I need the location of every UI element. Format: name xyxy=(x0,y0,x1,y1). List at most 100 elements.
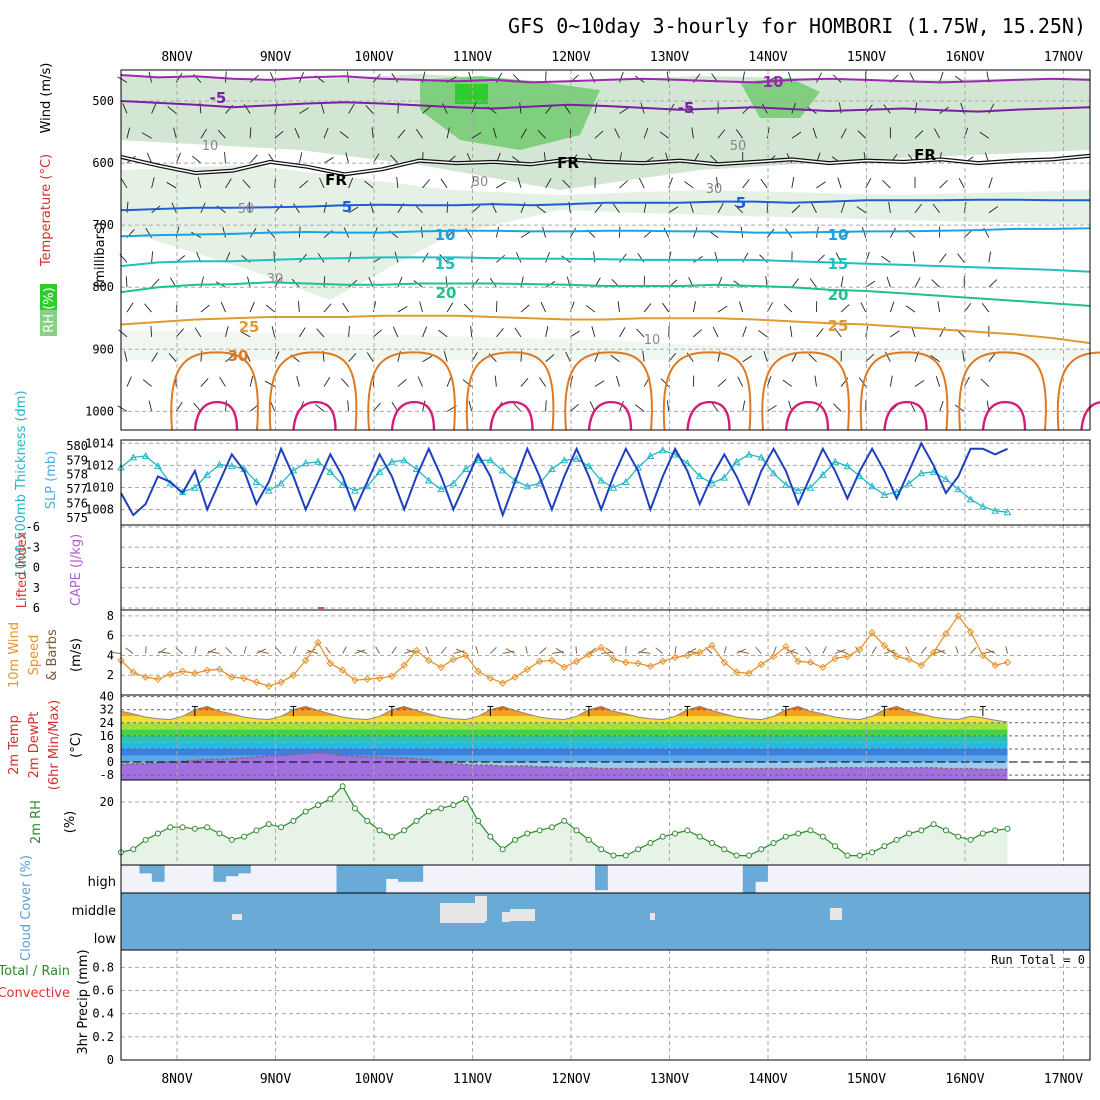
isotherm-30-lobe xyxy=(268,351,358,431)
tick-label: 20 xyxy=(100,795,114,809)
thickness-point xyxy=(215,460,224,468)
wind-barb xyxy=(638,177,645,189)
mid-cloud-gap xyxy=(650,913,655,920)
wind-speed-point xyxy=(129,668,138,676)
wind-barb xyxy=(884,649,896,654)
cloud-layer-label-middle: middle xyxy=(72,904,116,919)
wind-speed-point xyxy=(154,675,162,683)
wind-barb xyxy=(659,131,670,139)
wind-speed-point xyxy=(942,630,950,638)
wind-barb xyxy=(126,376,132,387)
rh-point xyxy=(647,839,654,846)
precip-axis-label: 3hr Precip (mm) xyxy=(76,949,91,1054)
tick-label: 2 xyxy=(107,668,114,682)
rh-point xyxy=(782,833,789,840)
wind-speed-point xyxy=(326,659,335,668)
wind-barb xyxy=(150,325,153,337)
thickness-point xyxy=(252,477,261,485)
rh-dry-band xyxy=(121,330,1090,360)
wind-barb xyxy=(496,328,504,338)
wind-barb xyxy=(742,178,750,189)
wind-barb xyxy=(271,326,276,338)
wind-barb xyxy=(766,376,772,387)
wind-barb xyxy=(192,155,202,164)
rh-point xyxy=(499,846,506,853)
tick-label: 1014 xyxy=(85,436,114,450)
thickness-point xyxy=(498,466,507,474)
date-label: 9NOV xyxy=(260,1072,291,1087)
wind-barb xyxy=(914,380,925,387)
wind-barb xyxy=(858,377,867,387)
wind-speed-point xyxy=(363,675,371,683)
wind-barb xyxy=(356,649,368,654)
isotherm-35-lobe xyxy=(981,400,1027,431)
thickness-point xyxy=(732,457,741,465)
wind-barb xyxy=(734,204,743,214)
wind-barb xyxy=(446,376,452,387)
wind-barb xyxy=(396,176,399,188)
temp-band xyxy=(121,735,1008,743)
wind-barb xyxy=(791,131,802,139)
wind-barb xyxy=(857,130,867,139)
wind-barb xyxy=(453,650,465,654)
wind-axis-label: Wind (m/s) xyxy=(39,63,54,134)
wind-barb xyxy=(920,646,927,654)
tick-label: 0 xyxy=(33,561,40,575)
upper-air-panel: 500 600 700 800 900 1000 -10 -5 -5 FR FR FR 5 5 10 10 15… xyxy=(39,63,1100,431)
wind-barb xyxy=(245,351,251,362)
wind-barb xyxy=(217,129,226,139)
high-cloud-bar xyxy=(213,865,227,882)
wind-barb xyxy=(979,131,990,139)
temp-band xyxy=(121,722,1008,730)
isotherm-30-lobe xyxy=(958,351,1047,431)
tick-label: 16 xyxy=(100,729,114,743)
high-cloud-bar xyxy=(755,865,768,882)
rh-point xyxy=(893,836,900,843)
wind-barb xyxy=(712,326,719,338)
rh-point xyxy=(265,821,272,828)
rh-point xyxy=(610,852,617,859)
thickness-point xyxy=(264,486,273,494)
isotherm-label: 5 xyxy=(736,194,746,212)
wind-speed-point xyxy=(622,658,630,667)
thickness-point xyxy=(1003,508,1012,516)
wind-barb xyxy=(988,206,999,214)
wind-barb xyxy=(666,71,670,83)
cloud-layer-label-low: low xyxy=(94,932,117,947)
dewpoint-area xyxy=(121,753,1008,780)
wind-barb xyxy=(225,326,229,338)
wind-barb xyxy=(240,331,251,338)
rh-point xyxy=(512,836,518,843)
wind-barb xyxy=(545,251,550,263)
rh-point xyxy=(832,843,839,850)
mid-cloud-gap xyxy=(440,903,485,923)
wind-barb xyxy=(323,276,326,288)
wind-speed-point xyxy=(301,656,310,665)
rh2m-panel: 20 2m RH (%) xyxy=(29,779,1091,866)
rh-axis-label: RH (%) xyxy=(42,287,57,332)
wind-barb xyxy=(836,649,848,654)
lifted-index-axis-label: Lifted Index xyxy=(15,531,30,608)
isotherm-30-lobe xyxy=(564,351,653,431)
wind-barb xyxy=(471,205,481,214)
wind-speed-point xyxy=(609,655,618,664)
wind-barb xyxy=(299,107,310,114)
wind-barb xyxy=(716,176,719,188)
wind-speed-point xyxy=(203,666,211,674)
tick-label: 577 xyxy=(66,482,88,496)
wind-barb xyxy=(249,375,254,387)
rh-point xyxy=(179,824,186,831)
wind-barb xyxy=(789,325,793,337)
wind-barb xyxy=(660,378,670,387)
wind-barb xyxy=(122,103,128,114)
wind-barb xyxy=(446,201,449,213)
rh-point xyxy=(450,802,457,809)
wind-barb xyxy=(536,205,546,214)
wind-barb xyxy=(249,127,252,139)
isotherm-label: 25 xyxy=(828,317,849,335)
thickness-point xyxy=(966,495,975,503)
wind-barb xyxy=(525,646,528,654)
